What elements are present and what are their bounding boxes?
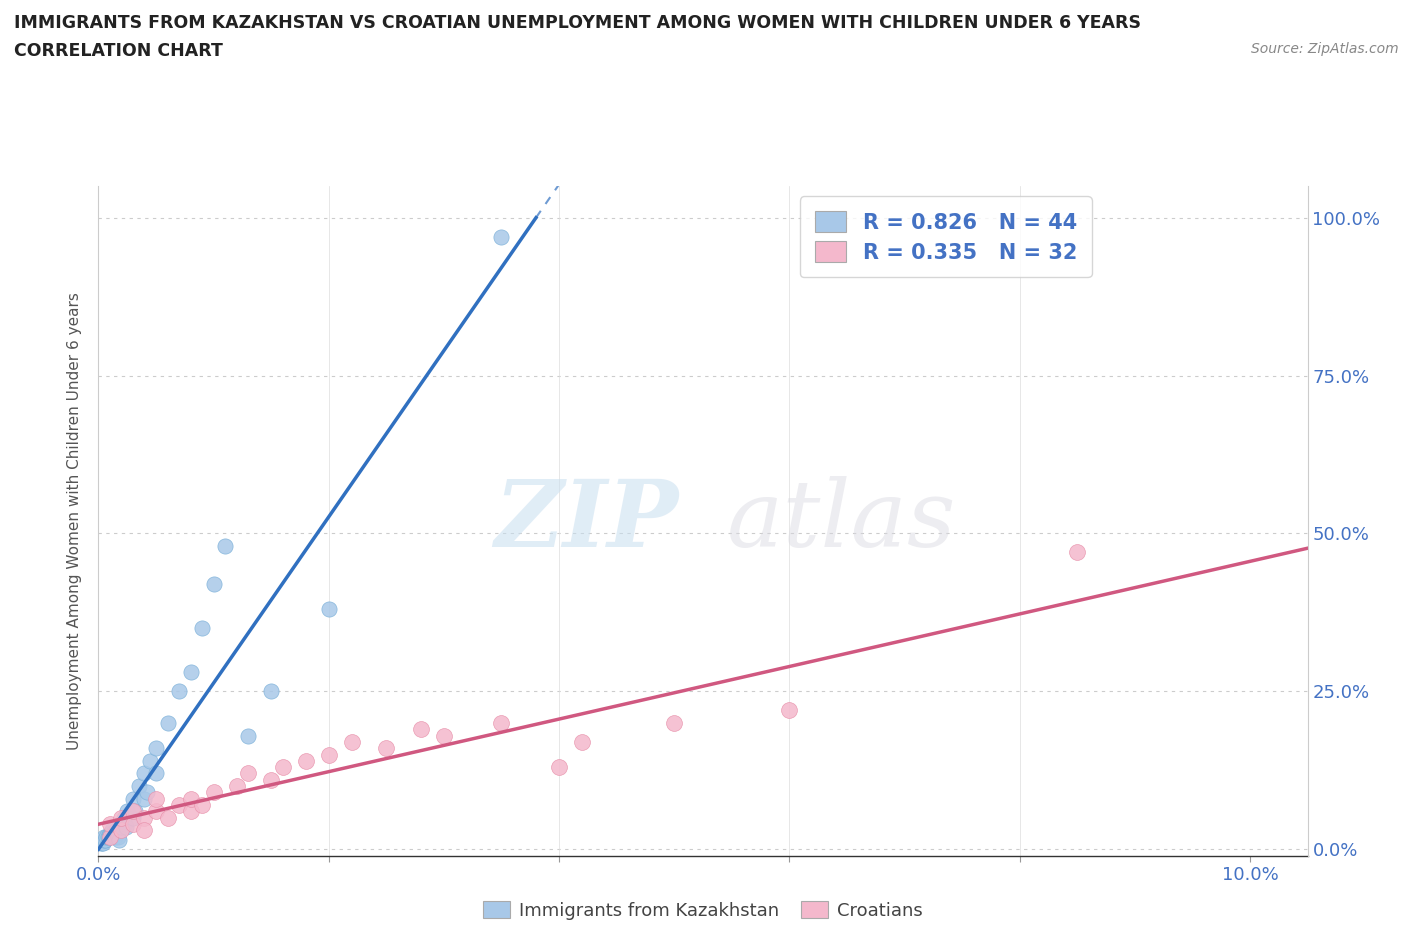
Point — [135, 785, 157, 800]
Point — [104, 823, 127, 838]
Text: Source: ZipAtlas.com: Source: ZipAtlas.com — [1251, 42, 1399, 56]
Point — [145, 804, 167, 818]
Point — [491, 715, 513, 730]
Point — [134, 810, 156, 825]
Point — [115, 804, 138, 818]
Point — [202, 785, 225, 800]
Point — [214, 538, 236, 553]
Legend: Immigrants from Kazakhstan, Croatians: Immigrants from Kazakhstan, Croatians — [475, 894, 931, 927]
Point — [108, 832, 131, 847]
Point — [134, 823, 156, 838]
Point — [145, 741, 167, 756]
Point — [167, 798, 190, 813]
Point — [571, 735, 593, 750]
Point — [491, 229, 513, 244]
Text: atlas: atlas — [727, 476, 956, 565]
Point — [294, 753, 316, 768]
Point — [90, 835, 112, 850]
Point — [180, 804, 202, 818]
Point — [110, 810, 132, 825]
Point — [139, 753, 162, 768]
Point — [271, 760, 294, 775]
Point — [124, 804, 146, 818]
Point — [548, 760, 571, 775]
Point — [93, 830, 115, 844]
Point — [778, 703, 800, 718]
Point — [110, 819, 132, 834]
Point — [191, 620, 214, 635]
Point — [202, 577, 225, 591]
Point — [340, 735, 363, 750]
Point — [90, 835, 112, 850]
Point — [318, 602, 340, 617]
Point — [110, 823, 132, 838]
Point — [101, 823, 124, 838]
Point — [260, 684, 283, 698]
Point — [98, 826, 121, 841]
Point — [409, 722, 432, 737]
Point — [91, 835, 114, 850]
Point — [433, 728, 456, 743]
Point — [664, 715, 686, 730]
Point — [103, 826, 125, 841]
Point — [122, 791, 145, 806]
Point — [1066, 545, 1088, 560]
Point — [191, 798, 214, 813]
Point — [318, 747, 340, 762]
Point — [167, 684, 190, 698]
Point — [236, 766, 259, 781]
Point — [97, 830, 120, 844]
Point — [114, 817, 136, 831]
Point — [180, 791, 202, 806]
Y-axis label: Unemployment Among Women with Children Under 6 years: Unemployment Among Women with Children U… — [67, 292, 83, 750]
Point — [122, 804, 145, 818]
Point — [122, 810, 145, 825]
Point — [156, 715, 179, 730]
Point — [134, 766, 156, 781]
Point — [236, 728, 259, 743]
Point — [97, 830, 120, 844]
Point — [156, 810, 179, 825]
Text: CORRELATION CHART: CORRELATION CHART — [14, 42, 224, 60]
Point — [145, 766, 167, 781]
Point — [112, 810, 135, 825]
Point — [110, 817, 132, 831]
Point — [145, 791, 167, 806]
Point — [122, 817, 145, 831]
Text: IMMIGRANTS FROM KAZAKHSTAN VS CROATIAN UNEMPLOYMENT AMONG WOMEN WITH CHILDREN UN: IMMIGRANTS FROM KAZAKHSTAN VS CROATIAN U… — [14, 14, 1142, 32]
Point — [98, 817, 121, 831]
Point — [98, 830, 121, 844]
Point — [260, 772, 283, 787]
Point — [128, 778, 150, 793]
Point — [107, 830, 129, 844]
Point — [96, 830, 118, 844]
Point — [94, 832, 117, 847]
Point — [100, 826, 122, 841]
Point — [105, 826, 128, 841]
Point — [375, 741, 398, 756]
Point — [115, 819, 138, 834]
Point — [225, 778, 247, 793]
Point — [93, 832, 115, 847]
Point — [180, 665, 202, 680]
Text: ZIP: ZIP — [495, 476, 679, 565]
Point — [134, 791, 156, 806]
Point — [103, 830, 125, 844]
